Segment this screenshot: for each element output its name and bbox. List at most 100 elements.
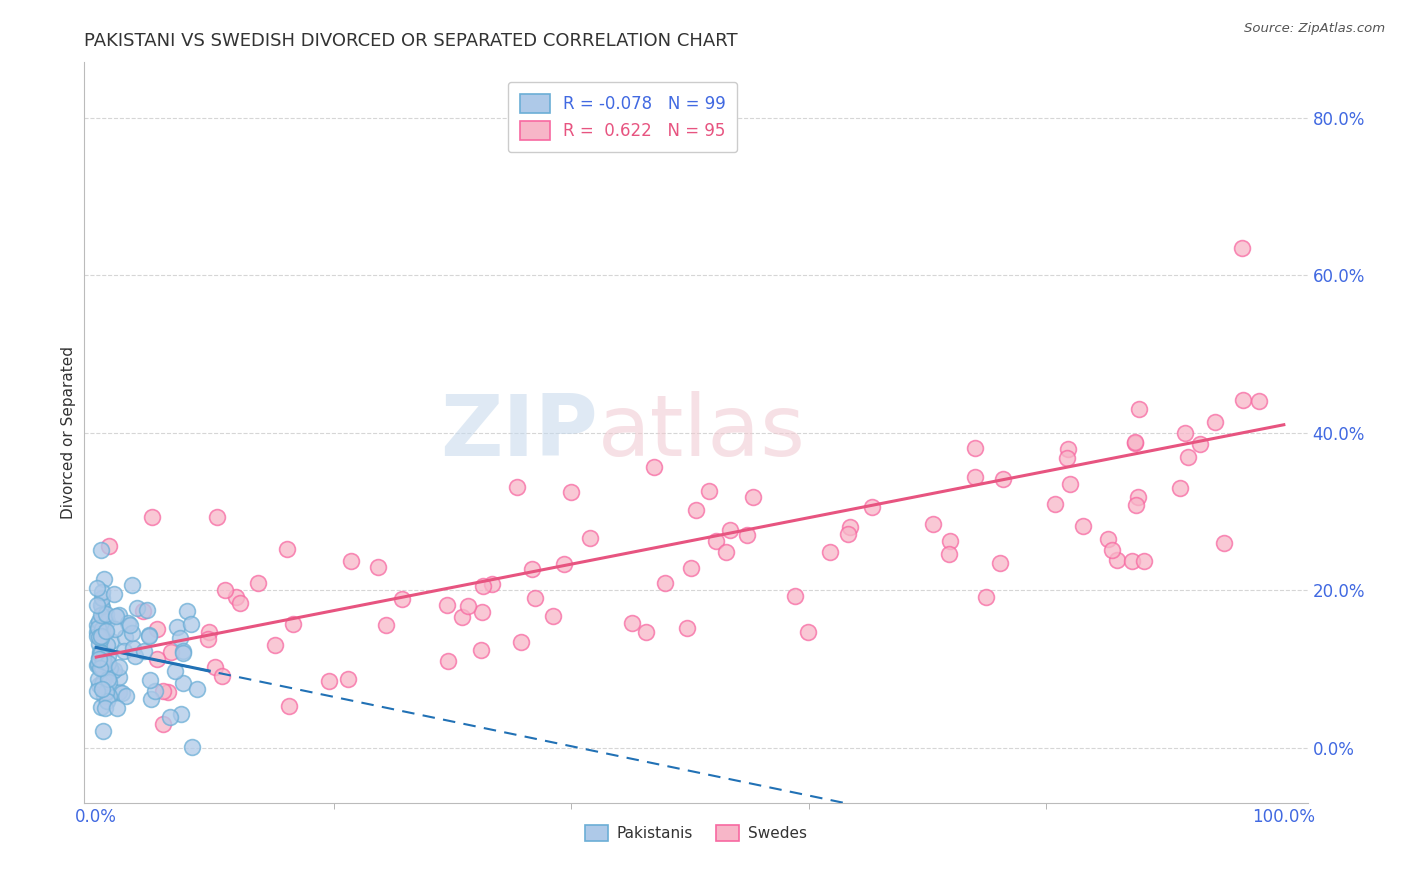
Point	[94, 701, 117, 715]
Point	[90, 661, 112, 675]
Point	[108, 660, 131, 674]
Point	[138, 628, 160, 642]
Point	[472, 579, 495, 593]
Point	[87, 672, 110, 686]
Point	[91, 648, 114, 663]
Point	[108, 684, 131, 698]
Point	[1125, 499, 1147, 513]
Point	[169, 631, 191, 645]
Point	[91, 656, 114, 670]
Point	[86, 599, 108, 613]
Point	[1232, 240, 1254, 255]
Point	[783, 589, 806, 603]
Point	[90, 599, 112, 613]
Point	[125, 600, 148, 615]
Point	[520, 562, 543, 576]
Point	[97, 540, 120, 554]
Point	[375, 617, 398, 632]
Point	[860, 500, 883, 514]
Text: PAKISTANI VS SWEDISH DIVORCED OR SEPARATED CORRELATION CHART: PAKISTANI VS SWEDISH DIVORCED OR SEPARAT…	[84, 32, 738, 50]
Point	[122, 640, 145, 655]
Point	[104, 623, 127, 637]
Point	[1071, 519, 1094, 533]
Point	[91, 677, 114, 691]
Point	[124, 649, 146, 664]
Point	[1056, 451, 1078, 466]
Point	[91, 591, 114, 606]
Point	[87, 638, 110, 652]
Point	[91, 651, 114, 665]
Point	[112, 643, 135, 657]
Point	[93, 572, 115, 586]
Point	[1249, 394, 1271, 409]
Point	[176, 604, 198, 618]
Point	[139, 673, 162, 688]
Point	[90, 608, 112, 623]
Point	[90, 646, 112, 660]
Point	[97, 672, 120, 686]
Point	[87, 622, 110, 636]
Point	[100, 665, 122, 679]
Point	[720, 524, 742, 538]
Point	[1189, 436, 1212, 450]
Point	[91, 623, 114, 637]
Point	[172, 644, 194, 658]
Point	[197, 632, 219, 646]
Point	[737, 528, 759, 542]
Text: ZIP: ZIP	[440, 391, 598, 475]
Point	[114, 689, 136, 703]
Point	[86, 629, 108, 643]
Point	[922, 516, 945, 531]
Point	[89, 647, 111, 661]
Point	[839, 520, 862, 534]
Point	[579, 532, 602, 546]
Point	[470, 643, 492, 657]
Point	[1174, 425, 1197, 440]
Point	[120, 618, 142, 632]
Point	[481, 577, 503, 591]
Point	[553, 557, 575, 571]
Point	[1107, 553, 1129, 567]
Point	[1204, 415, 1226, 429]
Point	[198, 624, 221, 639]
Point	[939, 534, 962, 549]
Point	[634, 624, 657, 639]
Point	[1177, 450, 1199, 465]
Point	[450, 610, 472, 624]
Point	[97, 648, 120, 663]
Point	[146, 623, 169, 637]
Point	[111, 686, 134, 700]
Point	[1232, 392, 1254, 407]
Point	[163, 664, 186, 678]
Point	[643, 459, 665, 474]
Point	[90, 629, 112, 643]
Point	[211, 669, 233, 683]
Point	[89, 661, 111, 675]
Point	[97, 658, 120, 673]
Point	[716, 545, 738, 559]
Point	[157, 685, 180, 699]
Point	[509, 635, 531, 649]
Point	[96, 638, 118, 652]
Point	[143, 683, 166, 698]
Point	[91, 611, 114, 625]
Point	[152, 684, 174, 698]
Point	[276, 541, 298, 556]
Point	[457, 599, 479, 614]
Point	[170, 706, 193, 721]
Point	[1057, 442, 1080, 456]
Point	[86, 618, 108, 632]
Point	[172, 676, 194, 690]
Point	[654, 575, 676, 590]
Point	[1059, 476, 1081, 491]
Point	[93, 689, 115, 703]
Point	[86, 657, 108, 672]
Point	[1121, 554, 1143, 568]
Point	[103, 664, 125, 678]
Point	[89, 631, 111, 645]
Point	[96, 694, 118, 708]
Point	[91, 724, 114, 739]
Point	[676, 621, 699, 635]
Point	[820, 545, 842, 559]
Point	[107, 607, 129, 622]
